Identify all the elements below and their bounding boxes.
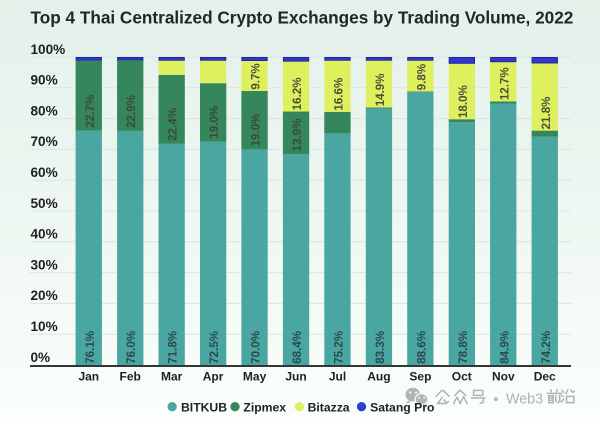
svg-text:75.2%: 75.2% <box>332 331 345 364</box>
svg-text:Web3: Web3 <box>506 392 543 408</box>
svg-text:30%: 30% <box>31 257 58 272</box>
svg-text:Nov: Nov <box>492 370 515 384</box>
svg-text:90%: 90% <box>31 73 58 88</box>
svg-text:68.4%: 68.4% <box>291 331 304 364</box>
svg-text:19.0%: 19.0% <box>208 106 221 139</box>
svg-text:20%: 20% <box>31 288 58 303</box>
svg-text:16.2%: 16.2% <box>291 77 304 110</box>
svg-text:13.9%: 13.9% <box>291 118 304 151</box>
svg-text:18.0%: 18.0% <box>457 85 470 118</box>
svg-text:0%: 0% <box>31 350 51 365</box>
svg-text:100%: 100% <box>31 42 66 57</box>
svg-text:50%: 50% <box>31 196 58 211</box>
svg-text:70.0%: 70.0% <box>250 331 263 364</box>
svg-text:60%: 60% <box>31 165 58 180</box>
svg-text:88.6%: 88.6% <box>415 331 428 364</box>
svg-text:22.4%: 22.4% <box>167 108 180 141</box>
svg-text:Apr: Apr <box>203 370 224 384</box>
svg-text:83.3%: 83.3% <box>374 331 387 364</box>
svg-text:Aug: Aug <box>367 370 390 384</box>
svg-text:Jan: Jan <box>78 370 99 384</box>
svg-text:19.0%: 19.0% <box>250 114 263 147</box>
svg-text:9.8%: 9.8% <box>415 64 428 90</box>
svg-text:22.9%: 22.9% <box>125 95 138 128</box>
svg-text:12.7%: 12.7% <box>498 67 511 100</box>
svg-text:Bitazza: Bitazza <box>308 401 350 415</box>
svg-text:84.9%: 84.9% <box>498 331 511 364</box>
svg-text:10%: 10% <box>31 319 58 334</box>
svg-text:78.8%: 78.8% <box>457 331 470 364</box>
svg-text:70%: 70% <box>31 134 58 149</box>
svg-text:Jul: Jul <box>329 370 346 384</box>
svg-text:Mar: Mar <box>161 370 183 384</box>
svg-text:71.8%: 71.8% <box>167 331 180 364</box>
svg-text:72.5%: 72.5% <box>208 331 221 364</box>
svg-text:40%: 40% <box>31 227 58 242</box>
svg-text:22.7%: 22.7% <box>84 95 97 128</box>
svg-text:Zipmex: Zipmex <box>243 401 286 415</box>
svg-text:Feb: Feb <box>120 370 141 384</box>
svg-text:80%: 80% <box>31 103 58 118</box>
svg-text:Jun: Jun <box>285 370 306 384</box>
svg-text:74.2%: 74.2% <box>540 331 553 364</box>
svg-text:Top 4 Thai Centralized Crypto: Top 4 Thai Centralized Crypto Exchanges … <box>31 7 574 27</box>
svg-text:BITKUB: BITKUB <box>181 401 227 415</box>
svg-text:14.9%: 14.9% <box>374 73 387 106</box>
svg-text:9.7%: 9.7% <box>250 63 263 89</box>
svg-text:Sep: Sep <box>409 370 431 384</box>
svg-text:Oct: Oct <box>452 370 472 384</box>
svg-text:May: May <box>243 370 267 384</box>
svg-text:76.0%: 76.0% <box>125 331 138 364</box>
svg-text:16.6%: 16.6% <box>332 78 345 111</box>
svg-text:76.1%: 76.1% <box>84 331 97 364</box>
svg-text:Dec: Dec <box>534 370 556 384</box>
svg-text:21.8%: 21.8% <box>540 97 553 130</box>
svg-text:Satang Pro: Satang Pro <box>370 401 434 415</box>
